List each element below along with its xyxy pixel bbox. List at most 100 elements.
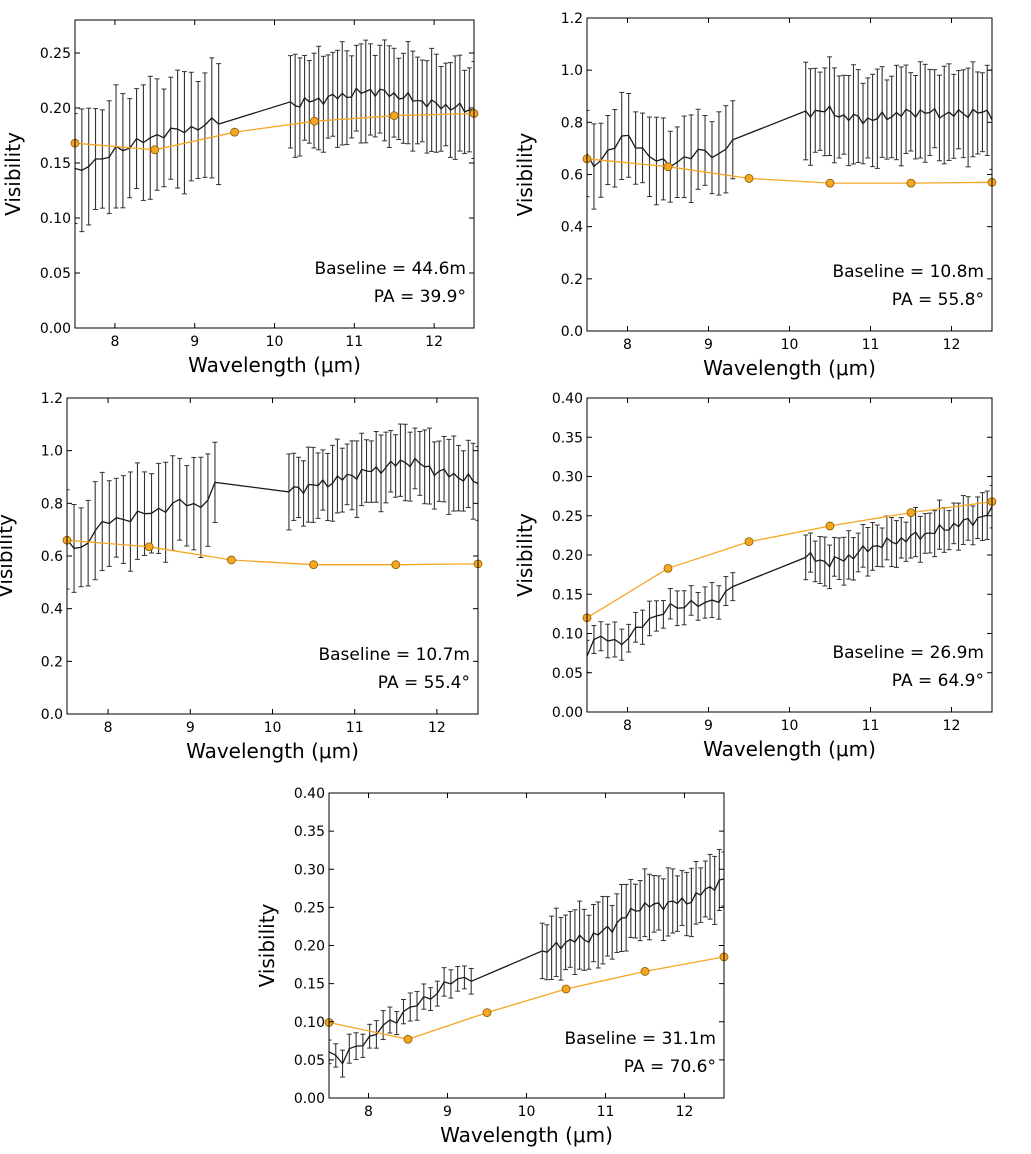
model-point	[144, 542, 154, 552]
model-point	[906, 178, 916, 188]
y-tick-label: 0.20	[294, 939, 325, 955]
x-tick-label: 8	[104, 720, 113, 736]
y-tick-label: 0.10	[552, 627, 583, 643]
y-tick-label: 0.4	[561, 220, 583, 236]
position-angle-annotation: PA = 39.9°	[374, 287, 466, 307]
plot-area	[67, 423, 478, 593]
model-point	[391, 560, 401, 570]
y-tick-label: 0.05	[40, 266, 71, 282]
y-tick-label: 0.40	[552, 391, 583, 407]
x-tick-label: 10	[781, 718, 799, 734]
observed-visibility-line	[587, 105, 992, 168]
model-point	[825, 521, 835, 531]
y-tick-label: 0.30	[552, 470, 583, 486]
axes-frame	[66, 397, 479, 715]
x-tick-label: 11	[345, 334, 363, 350]
baseline-annotation: Baseline = 44.6m	[314, 259, 466, 279]
y-tick-label: 0.2	[41, 654, 63, 670]
observed-visibility-line	[587, 506, 992, 657]
chart-panel-2: 8 9 10 11 12 0.0 0.2 0.4 0.6 0.8 1.0 1.2 Wavelength …	[513, 11, 997, 380]
y-tick-label: 0.40	[294, 786, 325, 802]
model-visibility-line	[328, 956, 725, 1040]
x-axis-label: Wavelength (μm)	[703, 356, 876, 380]
x-tick-label: 12	[425, 334, 443, 350]
position-angle-annotation: PA = 55.8°	[892, 290, 984, 310]
x-tick-label: 10	[266, 334, 284, 350]
y-tick-label: 0.0	[41, 707, 63, 723]
x-tick-label: 8	[110, 334, 119, 350]
chart-panel-5: 8 9 10 11 12 0.00 0.05 0.10 0.15 0.20 0.25 0.30 0.35…	[255, 786, 729, 1147]
y-axis-label: Visibility	[513, 132, 537, 216]
y-tick-label: 0.2	[561, 272, 583, 288]
model-point	[389, 111, 399, 121]
position-angle-annotation: PA = 70.6°	[624, 1057, 716, 1077]
model-point	[226, 555, 236, 565]
y-tick-label: 0.6	[41, 549, 63, 565]
y-tick-label: 0.15	[294, 977, 325, 993]
x-tick-label: 11	[862, 718, 880, 734]
y-tick-label: 0.25	[40, 46, 71, 62]
y-tick-label: 0.4	[41, 602, 63, 618]
position-angle-annotation: PA = 64.9°	[892, 671, 984, 691]
x-tick-label: 11	[862, 337, 880, 353]
y-tick-label: 0.05	[294, 1053, 325, 1069]
baseline-annotation: Baseline = 31.1m	[564, 1029, 716, 1049]
model-visibility-line	[66, 539, 479, 566]
x-tick-label: 12	[676, 1104, 694, 1120]
chart-panel-1: 8 9 10 11 12 0.00 0.05 0.10 0.15 0.20 0.25 Waveleng…	[1, 19, 479, 377]
x-tick-label: 8	[364, 1104, 373, 1120]
x-tick-label: 10	[518, 1104, 536, 1120]
x-tick-label: 12	[943, 337, 961, 353]
y-tick-label: 0.0	[561, 324, 583, 340]
baseline-annotation: Baseline = 26.9m	[832, 643, 984, 663]
axes-frame	[74, 19, 475, 329]
axes-frame	[586, 397, 993, 713]
axes-frame	[328, 792, 725, 1099]
model-point	[403, 1034, 413, 1044]
y-tick-label: 0.20	[552, 548, 583, 564]
y-tick-label: 0.15	[40, 156, 71, 172]
y-tick-label: 0.00	[294, 1091, 325, 1107]
y-axis-label: Visibility	[513, 513, 537, 597]
x-tick-label: 9	[190, 334, 199, 350]
observed-visibility-line	[67, 457, 478, 550]
y-tick-label: 0.00	[40, 321, 71, 337]
model-point	[482, 1008, 492, 1017]
x-tick-label: 11	[597, 1104, 615, 1120]
x-tick-label: 8	[623, 337, 632, 353]
axes-frame	[586, 17, 993, 332]
x-tick-label: 8	[623, 718, 632, 734]
model-point	[744, 537, 754, 547]
x-axis-label: Wavelength (μm)	[703, 737, 876, 761]
model-point	[309, 560, 319, 570]
y-tick-label: 0.15	[552, 587, 583, 603]
model-point	[906, 508, 916, 518]
y-tick-label: 0.6	[561, 168, 583, 184]
model-point	[309, 116, 319, 126]
x-tick-label: 12	[428, 720, 446, 736]
y-tick-label: 0.35	[552, 430, 583, 446]
y-tick-label: 0.30	[294, 862, 325, 878]
y-tick-label: 0.25	[552, 509, 583, 525]
chart-panel-4: 8 9 10 11 12 0.00 0.05 0.10 0.15 0.20 0.25 0.30 0.35…	[513, 391, 997, 761]
model-point	[825, 178, 835, 188]
y-tick-label: 0.10	[40, 211, 71, 227]
y-axis-label: Visibility	[0, 514, 17, 598]
y-tick-label: 0.8	[41, 496, 63, 512]
x-tick-label: 9	[186, 720, 195, 736]
y-tick-label: 0.10	[294, 1015, 325, 1031]
x-axis-label: Wavelength (μm)	[440, 1123, 613, 1147]
model-point	[561, 984, 571, 994]
model-point	[744, 174, 754, 183]
y-tick-label: 1.2	[561, 11, 583, 27]
x-tick-label: 9	[443, 1104, 452, 1120]
x-tick-label: 11	[346, 720, 364, 736]
model-point	[663, 563, 673, 573]
y-tick-label: 0.8	[561, 115, 583, 131]
x-axis-label: Wavelength (μm)	[186, 739, 359, 763]
baseline-annotation: Baseline = 10.7m	[318, 645, 470, 665]
observed-visibility-line	[75, 87, 474, 171]
plot-area	[329, 848, 724, 1078]
y-axis-label: Visibility	[255, 903, 279, 987]
